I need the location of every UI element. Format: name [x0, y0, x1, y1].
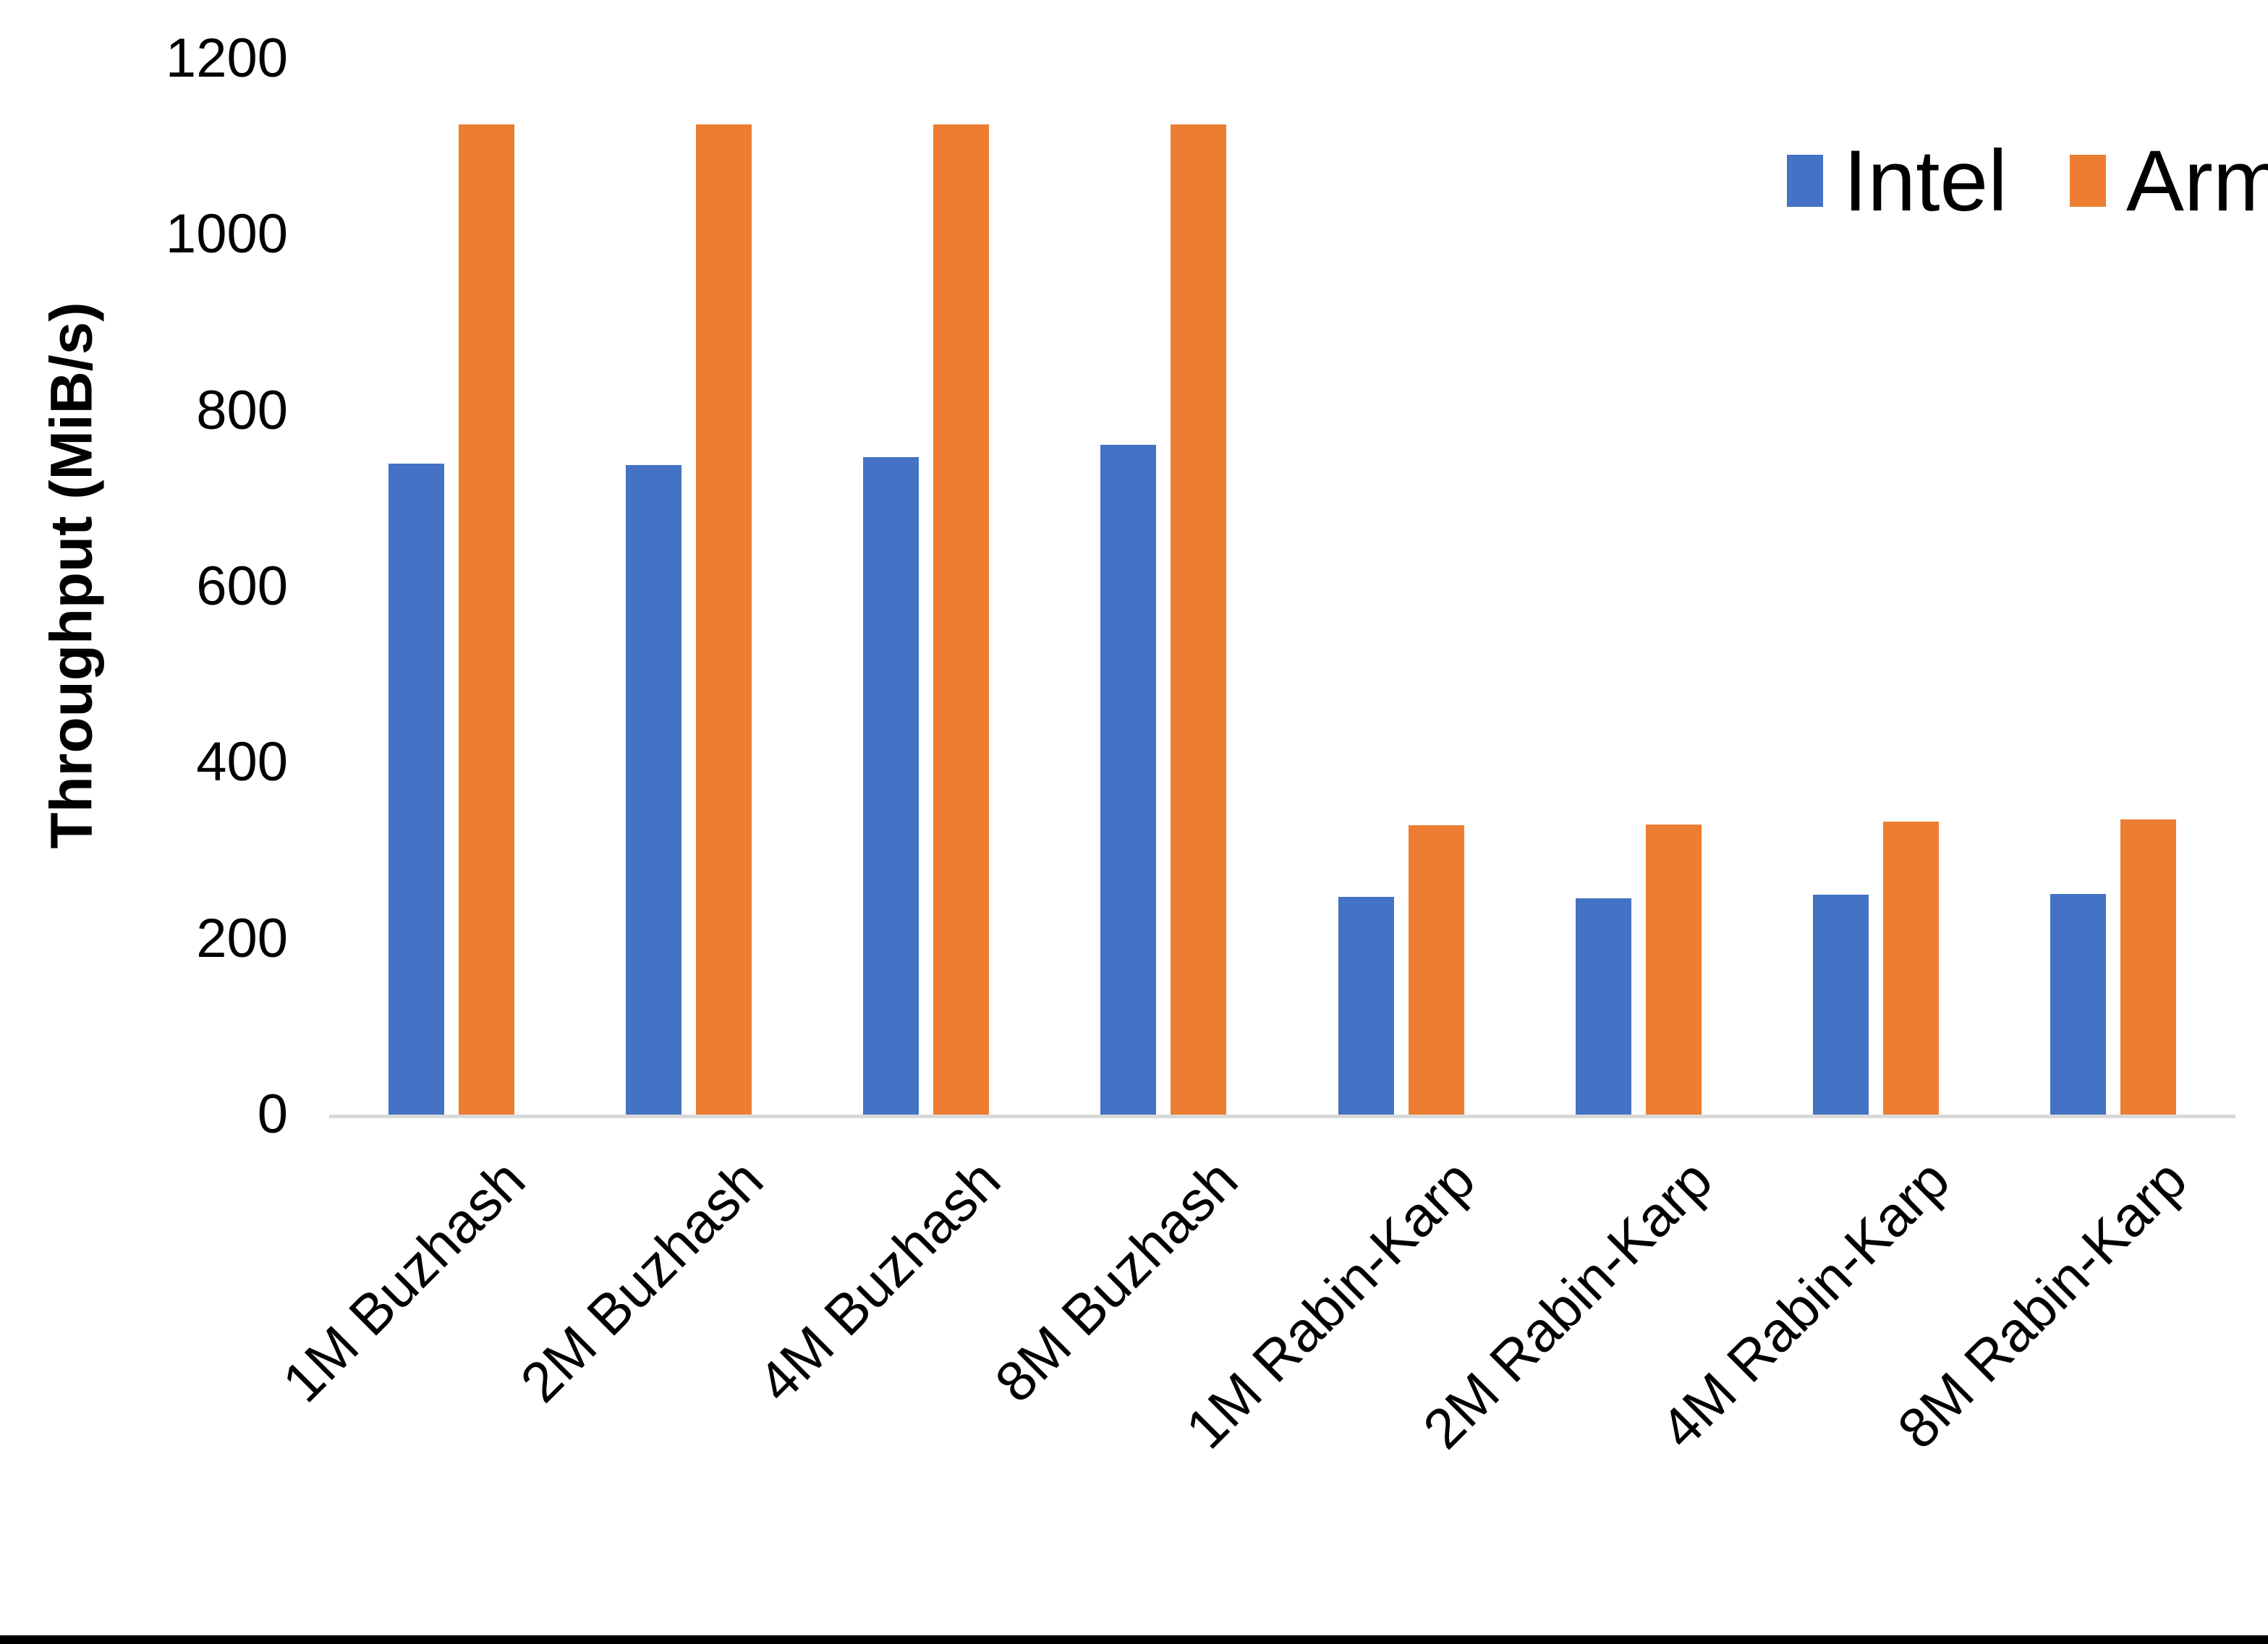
legend-swatch-intel [1787, 155, 1823, 207]
bar-intel-1m-rabin-karp [1338, 897, 1394, 1115]
bar-arm-2m-rabin-karp [1646, 825, 1702, 1115]
legend-swatch-arm [2069, 155, 2106, 207]
y-tick-label-400: 400 [196, 731, 288, 793]
legend-item-intel: Intel [1787, 137, 2008, 224]
bar-intel-2m-rabin-karp [1576, 898, 1631, 1115]
bar-arm-8m-rabin-karp [2120, 819, 2176, 1115]
legend-item-arm: Arm [2069, 132, 2268, 229]
legend: Intel Arm [1787, 134, 2268, 228]
bar-arm-1m-buzhash [459, 124, 514, 1115]
bar-arm-1m-rabin-karp [1409, 825, 1464, 1115]
legend-label-arm: Arm [2125, 132, 2268, 229]
x-axis-line [329, 1115, 2235, 1118]
bar-intel-4m-rabin-karp [1813, 895, 1869, 1115]
y-tick-label-600: 600 [196, 555, 288, 617]
y-tick-label-200: 200 [196, 907, 288, 969]
y-tick-label-1200: 1200 [165, 27, 288, 89]
bar-arm-4m-rabin-karp [1883, 822, 1939, 1115]
bar-intel-2m-buzhash [626, 465, 681, 1115]
bar-intel-4m-buzhash [863, 457, 919, 1115]
y-tick-label-800: 800 [196, 379, 288, 441]
bar-arm-2m-buzhash [696, 124, 752, 1115]
bar-intel-1m-buzhash [388, 464, 444, 1115]
bar-intel-8m-rabin-karp [2050, 894, 2106, 1115]
bottom-border [0, 1635, 2268, 1644]
bar-intel-8m-buzhash [1100, 445, 1156, 1115]
bar-arm-8m-buzhash [1171, 124, 1226, 1115]
bar-arm-4m-buzhash [933, 124, 989, 1115]
y-tick-label-0: 0 [257, 1083, 288, 1145]
y-tick-label-1000: 1000 [165, 203, 288, 265]
legend-label-intel: Intel [1843, 132, 2008, 229]
